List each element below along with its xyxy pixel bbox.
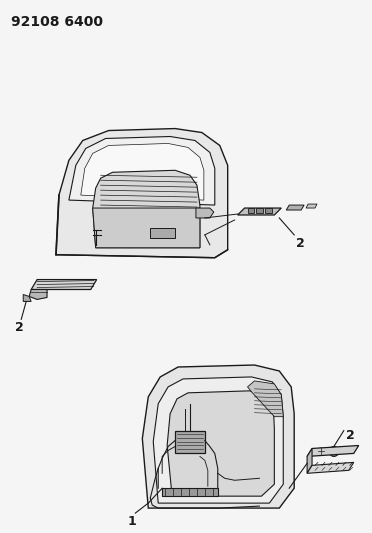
Circle shape [196,455,199,458]
Circle shape [179,455,182,458]
Polygon shape [286,205,304,210]
Polygon shape [93,208,200,248]
Circle shape [58,232,63,237]
Text: 2: 2 [346,429,355,442]
Polygon shape [307,446,359,456]
Polygon shape [238,208,281,215]
Polygon shape [153,377,283,503]
Polygon shape [307,463,354,473]
Text: 2: 2 [296,237,305,250]
Polygon shape [23,294,31,302]
Text: 2: 2 [15,321,24,334]
Polygon shape [150,228,175,238]
Circle shape [37,293,41,296]
Text: 1: 1 [128,515,136,528]
Polygon shape [196,208,214,218]
Polygon shape [306,204,317,208]
Circle shape [329,447,339,456]
Polygon shape [162,488,218,496]
Circle shape [185,455,187,458]
Circle shape [318,448,324,455]
Polygon shape [93,170,200,248]
Polygon shape [142,365,294,508]
Circle shape [58,213,63,217]
Polygon shape [81,143,204,200]
Circle shape [190,455,193,458]
Text: 92108 6400: 92108 6400 [11,15,103,29]
Polygon shape [256,208,263,213]
Polygon shape [175,431,205,454]
Polygon shape [247,208,254,213]
Polygon shape [167,391,274,496]
Polygon shape [69,136,215,205]
Polygon shape [265,208,272,213]
Polygon shape [31,280,97,289]
Polygon shape [307,448,312,473]
Polygon shape [29,289,47,300]
Polygon shape [247,381,283,417]
Polygon shape [56,128,228,258]
